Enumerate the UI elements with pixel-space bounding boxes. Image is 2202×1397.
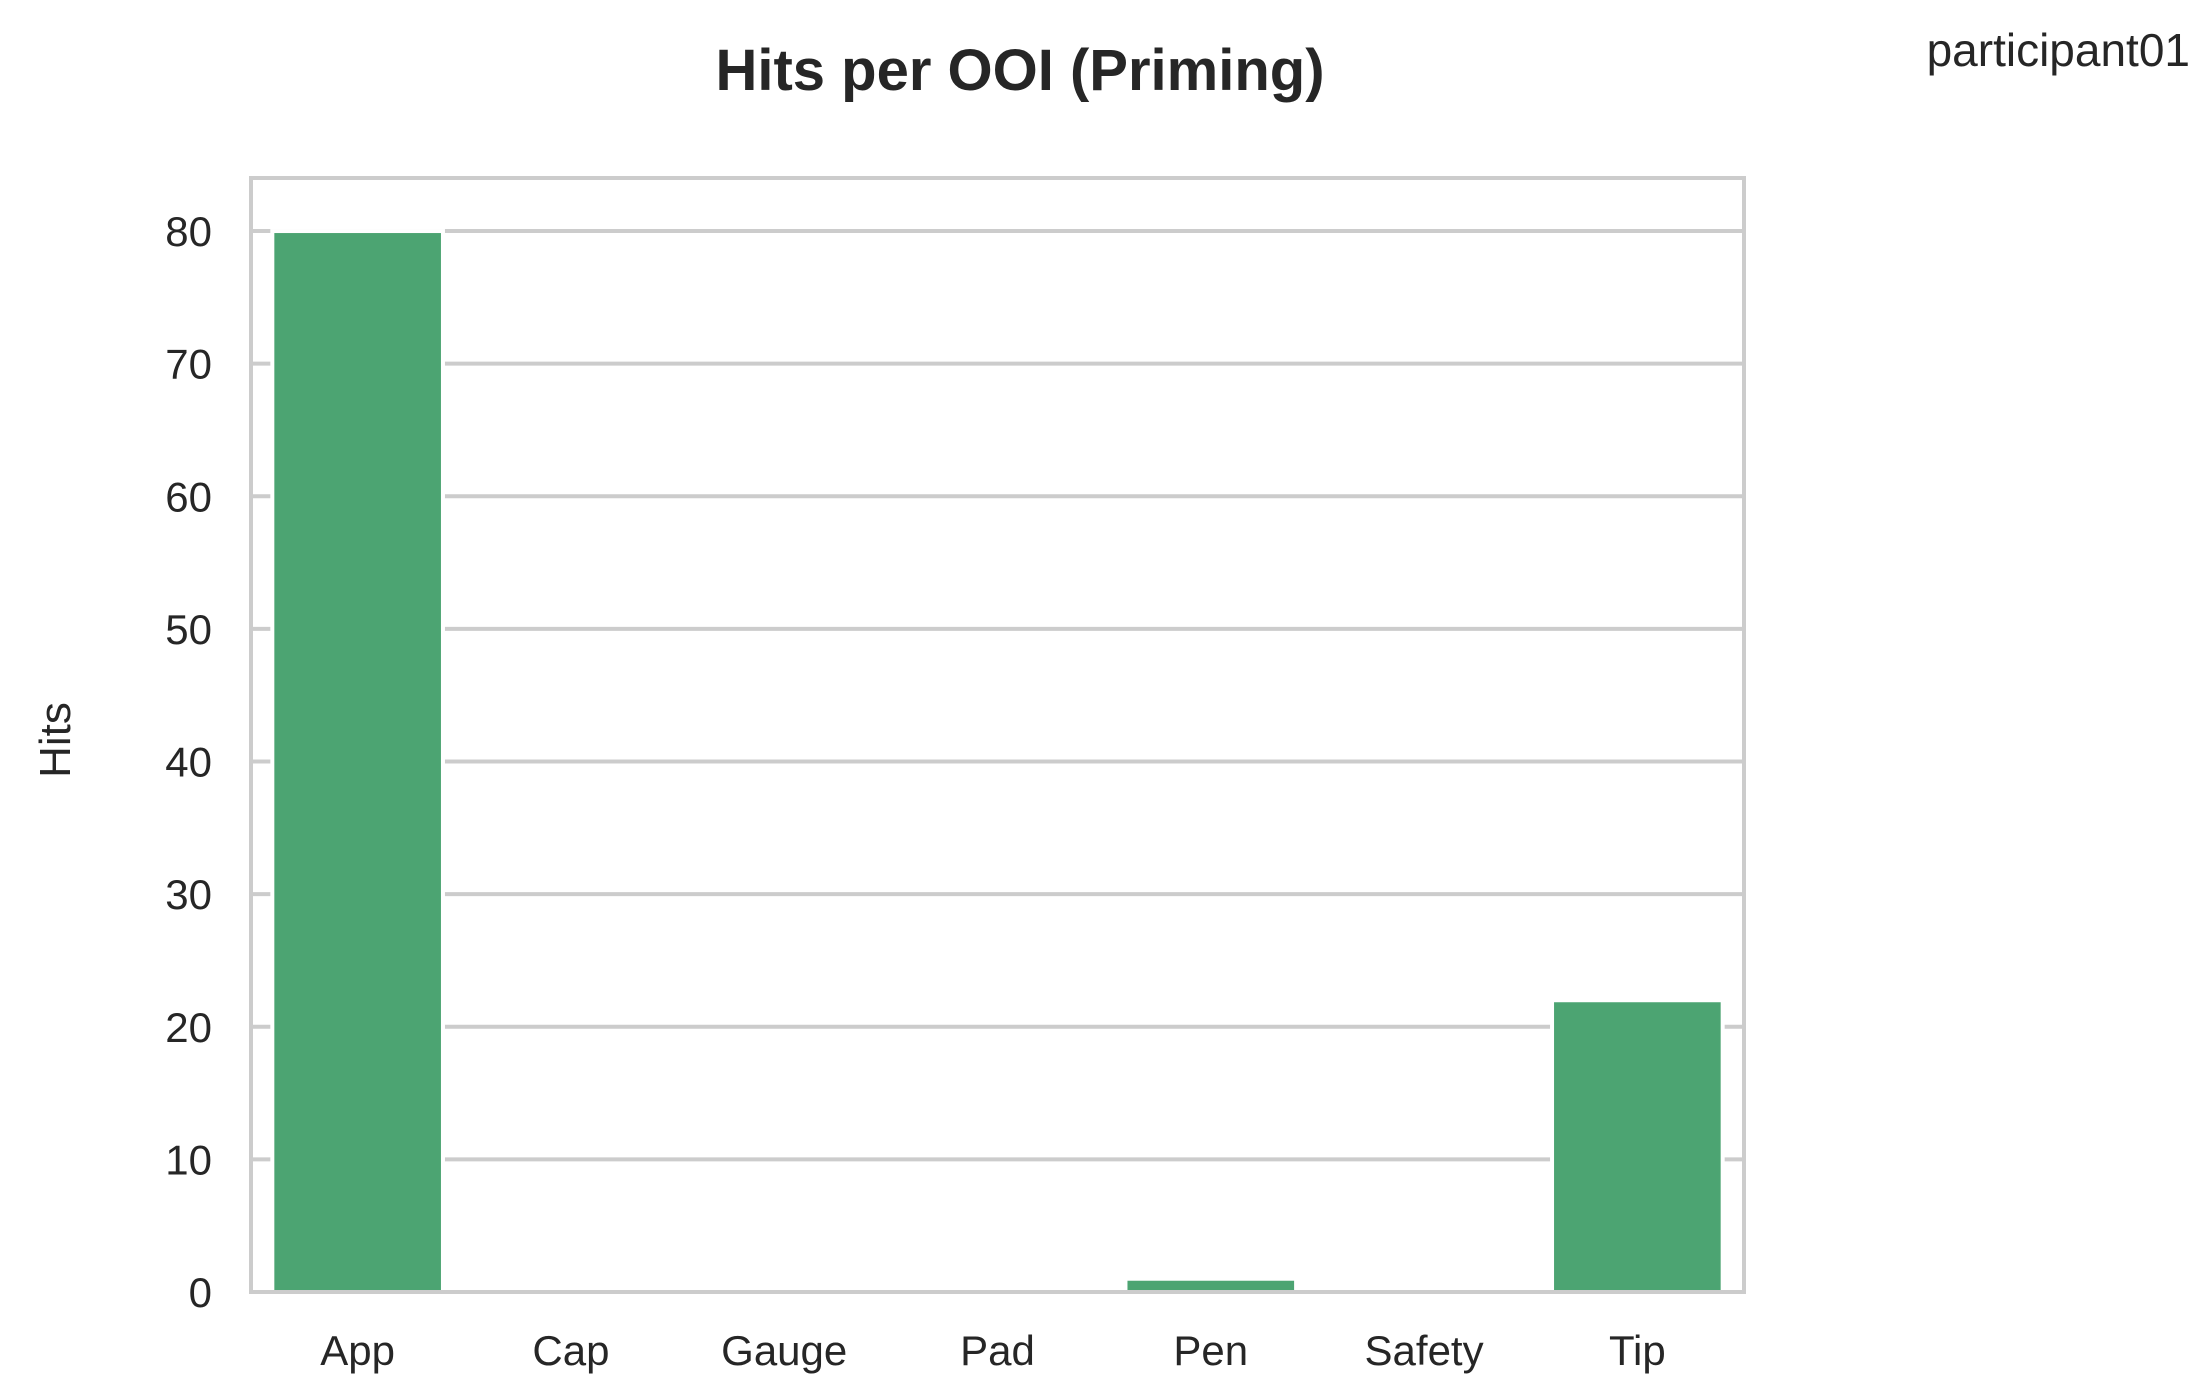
- plot-frame: [249, 176, 1746, 1294]
- chart-title: Hits per OOI (Priming): [715, 38, 1324, 103]
- x-tick-label: Tip: [1609, 1327, 1666, 1374]
- grid-lines: [251, 229, 1744, 1294]
- x-tick-label: Safety: [1365, 1327, 1484, 1374]
- y-tick-label: 0: [189, 1269, 212, 1316]
- y-tick-label: 50: [165, 606, 212, 653]
- x-tick-label: App: [320, 1327, 395, 1374]
- y-axis-ticks: 0 10 20 30 40 50 60 70 80: [165, 208, 212, 1316]
- y-tick-label: 80: [165, 208, 212, 255]
- y-axis-label: Hits: [31, 702, 80, 778]
- x-tick-label: Gauge: [721, 1327, 847, 1374]
- y-tick-label: 40: [165, 739, 212, 786]
- bars: [270, 229, 1725, 1295]
- x-tick-label: Pad: [960, 1327, 1035, 1374]
- bar-tip: [1550, 998, 1725, 1294]
- x-tick-label: Pen: [1173, 1327, 1248, 1374]
- bar-app: [270, 229, 445, 1295]
- participant-label: participant01: [1927, 24, 2190, 76]
- y-tick-label: 60: [165, 473, 212, 520]
- y-tick-label: 30: [165, 871, 212, 918]
- x-tick-label: Cap: [532, 1327, 609, 1374]
- x-axis-ticks: App Cap Gauge Pad Pen Safety Tip: [320, 1327, 1665, 1374]
- y-tick-label: 10: [165, 1136, 212, 1183]
- y-tick-label: 20: [165, 1004, 212, 1051]
- y-tick-label: 70: [165, 341, 212, 388]
